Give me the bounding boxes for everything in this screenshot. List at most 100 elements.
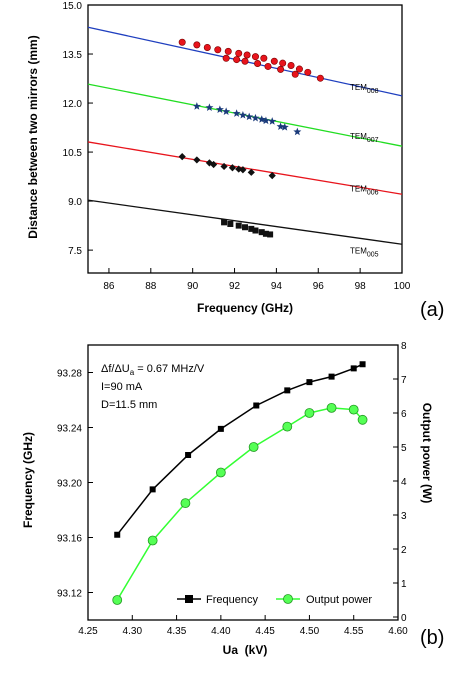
point-frequency [306,379,313,386]
point-output-power [348,404,359,415]
point-tem008 [316,74,324,82]
point-tem006 [247,168,255,176]
point-tem008 [254,60,262,68]
point-tem007 [192,102,201,110]
point-tem008 [178,38,186,46]
point-tem006 [178,153,186,161]
point-tem008 [243,51,251,59]
point-tem007 [280,123,289,131]
point-frequency [284,387,291,394]
fit-line-tem006 [87,141,403,195]
chart-b-xtick-label: 4.60 [388,626,408,637]
point-tem008 [264,62,272,70]
chart-b-xtick-label: 4.35 [167,626,187,637]
point-tem005 [262,230,269,237]
point-frequency [359,361,366,368]
annotation-line1: Δf/ΔUa = 0.67 MHz/V [101,363,205,377]
point-tem005 [258,229,265,236]
chart-b-xtick-label: 4.30 [123,626,143,637]
chart-b-xlabel: Ua (kV) [223,643,268,657]
point-output-power [282,421,293,432]
point-output-power [147,535,158,546]
point-output-power [326,402,337,413]
fit-line-tem005 [87,199,403,245]
point-tem007 [257,115,266,123]
point-tem007 [232,109,241,117]
point-tem008 [222,54,230,62]
annotation-line3: D=11.5 mm [101,399,157,411]
point-tem008 [233,56,241,64]
point-output-power [112,595,123,605]
chart-a-ytick-label: 9.0 [68,197,82,208]
point-output-power [215,467,226,478]
point-tem008 [279,59,287,67]
chart-a-ytick-label: 12.0 [63,99,83,110]
point-tem006 [220,162,228,171]
chart-a-frame [87,4,403,274]
point-output-power [180,498,191,509]
point-output-power [357,414,368,425]
chart-a-ytick-label: 7.5 [68,246,82,257]
chart-b-ytick-label: 93.28 [57,369,82,380]
point-tem005 [248,225,255,232]
point-frequency [149,486,156,493]
chart-a-xtick-label: 100 [394,281,411,292]
point-tem008 [287,61,295,69]
series-line-output-power [116,407,364,601]
chart-a-xtick-label: 92 [229,281,241,292]
point-tem007 [261,116,270,125]
point-tem008 [291,70,299,78]
chart-b-annotation: Δf/ΔUa = 0.67 MHz/V I=90 mA D=11.5 mm [101,363,205,411]
annotation-line2: I=90 mA [101,381,143,393]
point-tem007 [293,127,302,136]
point-tem005 [267,231,274,238]
point-tem007 [238,110,247,119]
point-tem006 [239,166,247,174]
chart-a-xtick-label: 94 [271,281,283,292]
chart-b-y2tick-label: 7 [401,375,407,386]
panel-label-a: (a) [420,299,444,321]
legend-frequency-marker [185,595,193,603]
point-tem007 [245,112,254,121]
point-tem008 [295,65,303,73]
chart-b-y2tick-label: 3 [401,511,407,522]
chart-b-legend: Frequency Output power [177,594,372,606]
point-frequency [217,425,224,432]
point-tem008 [214,46,222,54]
point-tem006 [228,164,237,172]
point-frequency [185,452,192,458]
point-output-power [304,408,315,418]
point-output-power [248,442,259,452]
point-tem005 [235,222,242,229]
point-tem006 [268,172,276,180]
chart-b-y2tick-label: 6 [401,409,407,420]
chart-a-ylabel: Distance between two mirrors (mm) [26,35,40,238]
point-tem005 [227,220,234,227]
chart-a: 86 88 90 92 94 96 98 1007.59.010.512.013.515.0 … [26,1,444,321]
series-line-frequency [116,363,363,536]
point-tem008 [304,68,312,76]
legend-frequency-label: Frequency [206,594,258,606]
series-label-tem008: TEM008 [350,83,379,95]
point-tem008 [260,54,268,62]
chart-b-y2tick-label: 4 [401,477,407,488]
point-tem008 [241,57,249,65]
series-label-tem007: TEM007 [350,132,379,144]
chart-a-xtick-label: 98 [355,281,367,292]
chart-a-xtick-label: 88 [145,281,157,292]
chart-b-ytick-label: 93.24 [57,424,82,435]
point-tem008 [270,57,278,65]
point-tem005 [242,224,248,231]
chart-b-y2tick-label: 0 [401,613,407,624]
point-tem007 [222,107,231,115]
chart-b-xtick-label: 4.45 [255,626,275,637]
series-label-tem005: TEM005 [350,246,379,258]
chart-b-ytick-label: 93.16 [57,534,82,545]
chart-b-ytick-label: 93.20 [57,479,82,490]
point-tem005 [252,227,259,234]
panel-label-b: (b) [420,627,444,649]
chart-b-y2tick-label: 5 [401,443,407,454]
point-tem006 [193,156,201,164]
point-tem007 [205,103,214,112]
